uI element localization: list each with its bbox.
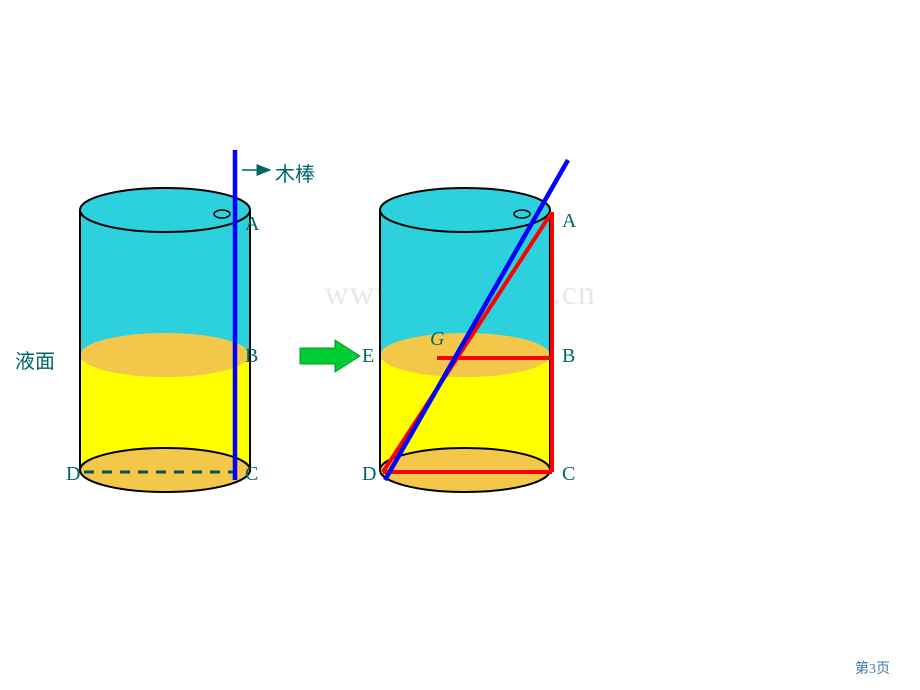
left-bottom-ellipse xyxy=(80,448,250,492)
right-label-e: E xyxy=(362,345,374,368)
left-label-b: B xyxy=(245,345,258,368)
left-cylinder xyxy=(80,150,270,492)
diagram-canvas xyxy=(0,0,920,690)
page-footer: 第3页 xyxy=(855,658,890,678)
right-label-b: B xyxy=(562,345,575,368)
right-label-g: G xyxy=(430,328,444,351)
right-label-c: C xyxy=(562,463,575,486)
right-label-a: A xyxy=(562,210,576,233)
stick-label: 木棒 xyxy=(275,158,315,187)
left-label-c: C xyxy=(245,463,258,486)
left-liquid-ellipse xyxy=(80,333,250,377)
right-cylinder xyxy=(380,160,568,492)
liquid-surface-label: 液面 xyxy=(15,345,55,374)
right-label-d: D xyxy=(362,463,376,486)
left-label-a: A xyxy=(245,213,259,236)
left-label-d: D xyxy=(66,463,80,486)
transition-arrow xyxy=(300,340,360,372)
